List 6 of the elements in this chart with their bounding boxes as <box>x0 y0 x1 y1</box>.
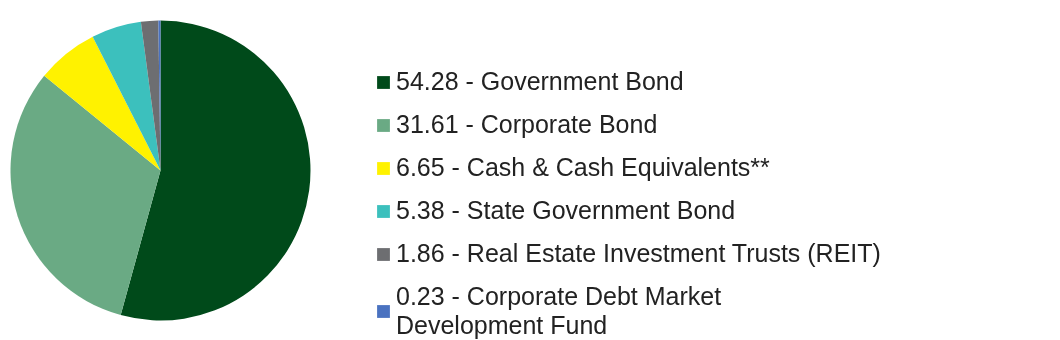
legend-label: 0.23 - Corporate Debt Market Development Fund <box>396 282 722 340</box>
legend-label: 31.61 - Corporate Bond <box>396 110 658 139</box>
legend-label: 5.38 - State Government Bond <box>396 196 736 225</box>
legend-label: 54.28 - Government Bond <box>396 67 684 96</box>
legend-label: 1.86 - Real Estate Investment Trusts (REIT) <box>396 239 881 268</box>
legend-label: 6.65 - Cash & Cash Equivalents** <box>396 153 770 182</box>
